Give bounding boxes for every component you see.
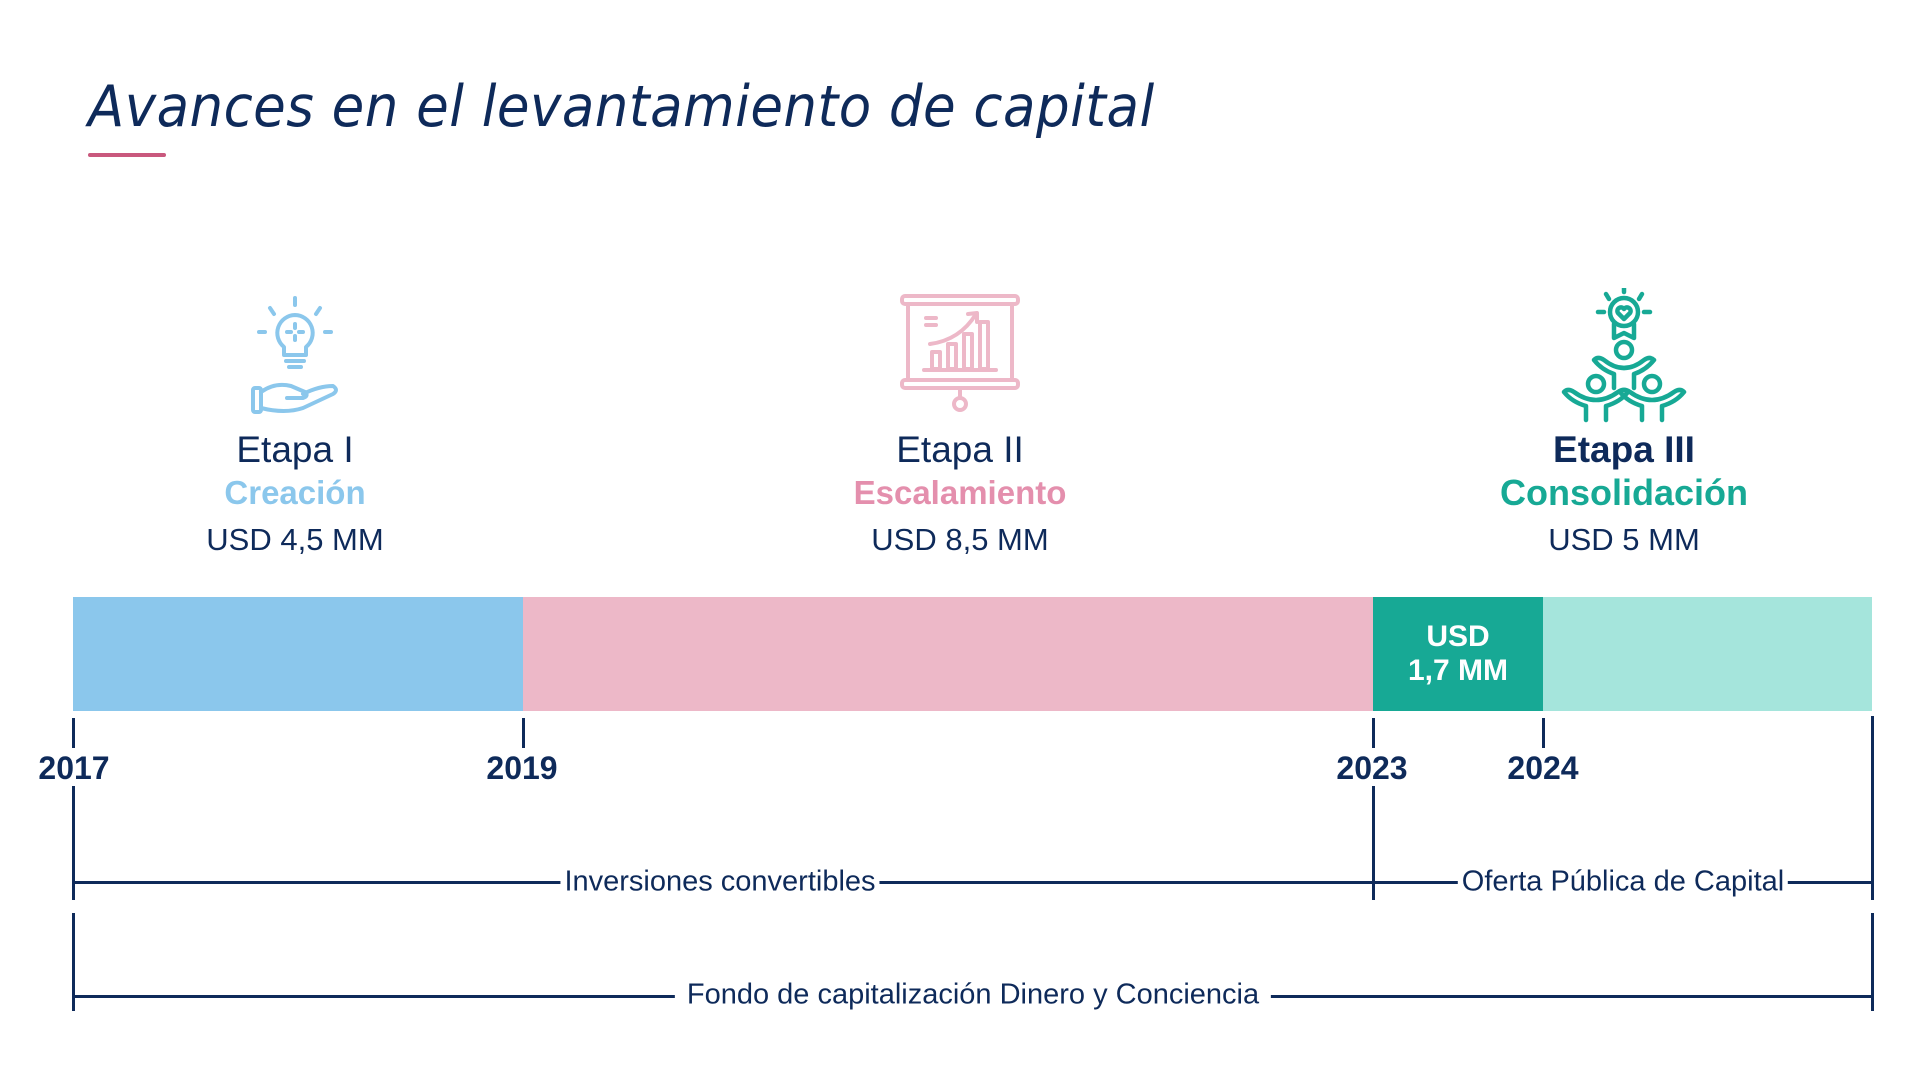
bar-segment-stage-3-pending	[1543, 597, 1872, 711]
stage-3: Etapa III Consolidación USD 5 MM	[1444, 288, 1804, 560]
tick-2019	[522, 718, 525, 748]
stage-3-name: Etapa III	[1553, 429, 1695, 470]
tick-2024	[1542, 718, 1545, 748]
bracket-3-end	[1871, 913, 1874, 1011]
bar-segment-stage-3-raised: USD 1,7 MM	[1373, 597, 1543, 711]
raised-amount-line2: 1,7 MM	[1407, 654, 1509, 687]
bracket-3-start	[72, 913, 75, 1011]
stage-3-subtitle: Consolidación	[1499, 472, 1748, 513]
title-underline	[88, 153, 166, 157]
bar-segment-stage-1	[73, 597, 523, 711]
year-2017: 2017	[38, 750, 110, 786]
tick-2017	[72, 718, 75, 748]
stage-1-amount: USD 4,5 MM	[206, 522, 384, 557]
tick-end	[1871, 716, 1874, 900]
range-fondo-capitalizacion: Fondo de capitalización Dinero y Concien…	[674, 978, 1272, 1012]
stage-2-name: Etapa II	[896, 429, 1024, 470]
range-inversiones-convertibles: Inversiones convertibles	[560, 865, 880, 899]
year-2024: 2024	[1507, 750, 1579, 786]
stage-1-name: Etapa I	[236, 429, 354, 470]
bar-segment-stage-2	[523, 597, 1373, 711]
page-title: Avances en el levantamiento de capital	[88, 74, 1155, 140]
lightbulb-hand-icon	[251, 296, 338, 414]
stage-2-subtitle: Escalamiento	[853, 474, 1067, 511]
bracket-1-start	[72, 786, 75, 900]
stage-3-amount: USD 5 MM	[1548, 522, 1700, 557]
bracket-1-end	[1372, 786, 1375, 900]
range-oferta-publica: Oferta Pública de Capital	[1457, 865, 1789, 899]
raised-amount-line1: USD	[1426, 620, 1490, 653]
stage-2: Etapa II Escalamiento USD 8,5 MM	[780, 288, 1140, 560]
tick-2023	[1372, 718, 1375, 748]
stage-1: Etapa I Creación USD 4,5 MM	[115, 288, 475, 560]
stage-1-subtitle: Creación	[224, 474, 366, 511]
stage-2-amount: USD 8,5 MM	[871, 522, 1049, 557]
team-award-icon	[1561, 288, 1687, 423]
presentation-chart-icon	[900, 294, 1020, 412]
year-2019: 2019	[486, 750, 558, 786]
year-2023: 2023	[1336, 750, 1408, 786]
